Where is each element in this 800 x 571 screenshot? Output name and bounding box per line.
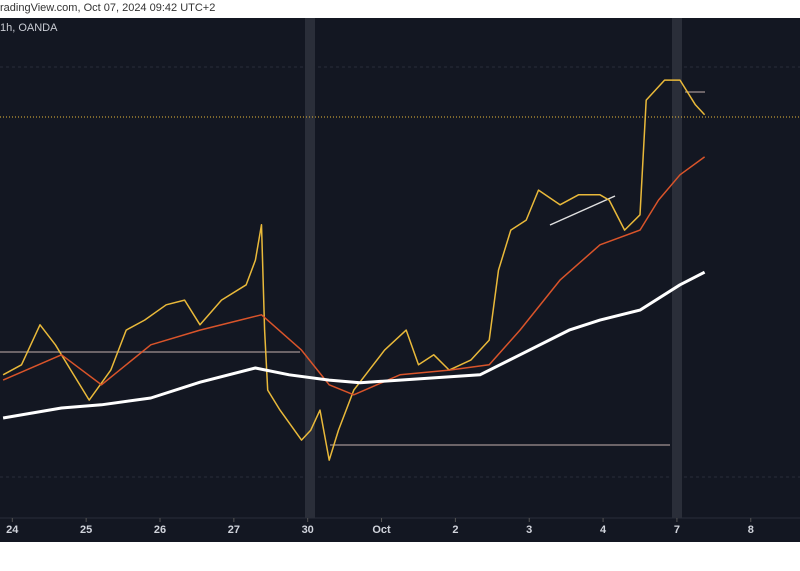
x-tick-label: 7 [674,524,680,536]
x-tick-label: Oct [372,524,391,536]
header-text: radingView.com, Oct 07, 2024 09:42 UTC+2 [0,2,215,14]
x-tick-label: 30 [302,524,314,536]
price-line-series [2,79,706,461]
x-tick-label: 3 [526,524,532,536]
x-tick-label: 8 [748,524,754,536]
chart-background [0,18,800,542]
session-break [305,18,315,518]
moving-average [2,156,706,396]
x-tick-label: 24 [6,524,19,536]
session-break [672,18,682,518]
x-tick-label: 26 [154,524,166,536]
x-tick-label: 25 [80,524,92,536]
trend-line [549,195,616,226]
x-tick-label: 2 [452,524,458,536]
symbol-info: 1h, OANDA [0,22,58,34]
x-tick-label: 27 [228,524,240,536]
x-tick-label: 4 [600,524,607,536]
moving-average [2,270,706,420]
